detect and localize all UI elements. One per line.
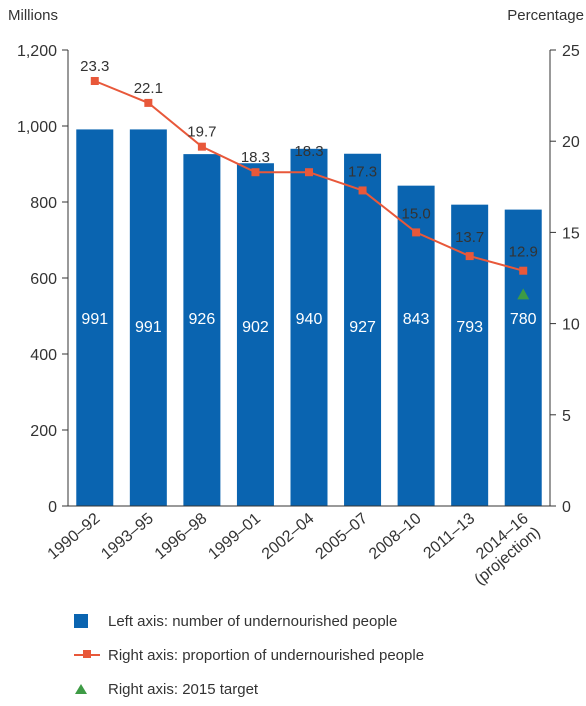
line-swatch-icon [74,650,100,658]
bar-value-label: 991 [135,319,162,336]
left-tick-label: 800 [30,195,57,212]
line-value-label: 12.9 [509,244,538,261]
bar [236,163,274,507]
bar-value-label: 780 [510,311,537,328]
left-tick-label: 1,200 [17,43,57,60]
bar-series: 991 991 926 902 940 927 843 793 780 [76,129,542,507]
x-tick-label: 2011–13 [420,510,478,562]
line-point [358,186,367,195]
bar-swatch-icon [74,614,100,628]
right-tick-label: 25 [562,43,580,60]
legend: Left axis: number of undernourished peop… [74,604,424,706]
bar [504,209,542,506]
bar [76,129,114,507]
line-point [251,168,260,177]
line-point [519,266,528,275]
bar [344,153,382,507]
target-marker [517,288,530,300]
legend-item-bars: Left axis: number of undernourished peop… [74,604,424,638]
bar [129,129,167,507]
x-tick-label: 1993–95 [98,510,157,563]
legend-label-target: Right axis: 2015 target [108,680,259,698]
bar-value-label: 902 [242,319,269,336]
line-point [144,98,153,107]
line-point [90,77,99,86]
line-value-label: 22.1 [134,80,163,97]
left-tick-label: 0 [48,499,57,516]
bar-value-label: 843 [403,311,430,328]
left-axis-title: Millions [8,7,58,24]
bar-value-label: 991 [81,311,108,328]
line-point [465,252,474,261]
bar-value-label: 927 [349,319,376,336]
line-value-label: 15.0 [402,205,431,222]
right-axis-title: Percentage [507,7,584,24]
bar-value-label: 940 [296,311,323,328]
left-tick-label: 1,000 [17,119,57,136]
line-value-label: 17.3 [348,163,377,180]
bar-value-label: 926 [189,311,216,328]
legend-label-bars: Left axis: number of undernourished peop… [108,612,398,630]
x-tick-label: 1999–01 [205,510,264,563]
left-tick-label: 200 [30,423,57,440]
axes: 0 200 400 600 800 1,000 1,200 0 5 10 15 20 25 [17,43,580,516]
line-point [305,168,313,177]
x-tick-label: 2005–07 [312,510,371,563]
right-tick-label: 5 [562,408,571,425]
line-value-label: 23.3 [80,58,109,75]
bar [183,154,221,506]
line-point [412,228,421,237]
right-tick-label: 20 [562,134,580,151]
left-tick-label: 400 [30,347,57,364]
chart: Millions Percentage 991 991 926 902 940 927 84… [8,7,584,589]
line-value-label: 13.7 [455,229,484,246]
right-tick-label: 0 [562,499,571,516]
x-tick-label: 1990–92 [45,510,104,563]
legend-item-line: Right axis: proportion of undernourished… [74,638,424,672]
x-axis-labels: 1990–921993–951996–981999–012002–042005–… [45,510,544,589]
line-value-label: 18.3 [294,143,323,160]
x-tick-label: 2008–10 [366,510,425,563]
bar [290,148,328,507]
line-point [197,142,206,151]
left-tick-label: 600 [30,271,57,288]
x-tick-label: 1996–98 [152,510,211,563]
line-value-label: 18.3 [241,149,270,166]
line-value-label: 19.7 [187,124,216,141]
triangle-icon [74,684,100,694]
right-tick-label: 15 [562,225,580,242]
bar [397,185,435,506]
x-tick-label: 2002–04 [259,510,318,563]
legend-label-line: Right axis: proportion of undernourished… [108,646,425,664]
right-tick-label: 10 [562,317,580,334]
bar-value-label: 793 [456,319,483,336]
legend-item-target: Right axis: 2015 target [74,672,424,706]
line-series: 23.3 22.1 19.7 18.3 18.3 17.3 15.0 13.7 12.9 [80,58,538,300]
